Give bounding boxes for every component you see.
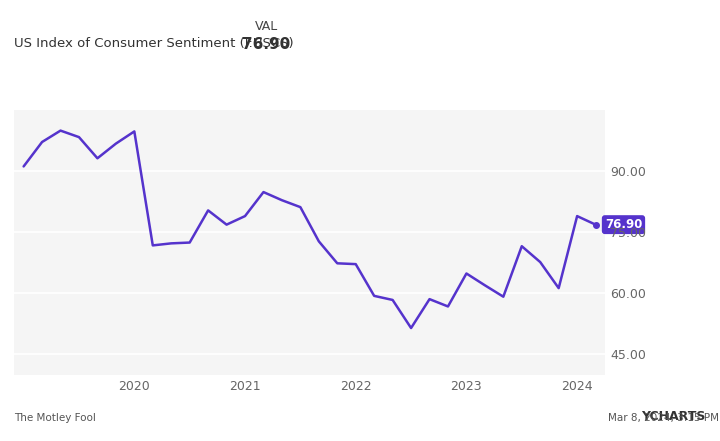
Text: 76.90: 76.90 <box>605 218 642 231</box>
Text: Mar 8, 2024, 3:15 PM EST  Powered by: Mar 8, 2024, 3:15 PM EST Powered by <box>608 413 720 423</box>
Text: The Motley Fool: The Motley Fool <box>14 413 96 423</box>
Text: US Index of Consumer Sentiment (I:USCS): US Index of Consumer Sentiment (I:USCS) <box>14 37 294 50</box>
Text: YCHARTS: YCHARTS <box>642 411 706 423</box>
Text: VAL: VAL <box>255 20 278 33</box>
Text: 76.90: 76.90 <box>242 37 291 52</box>
